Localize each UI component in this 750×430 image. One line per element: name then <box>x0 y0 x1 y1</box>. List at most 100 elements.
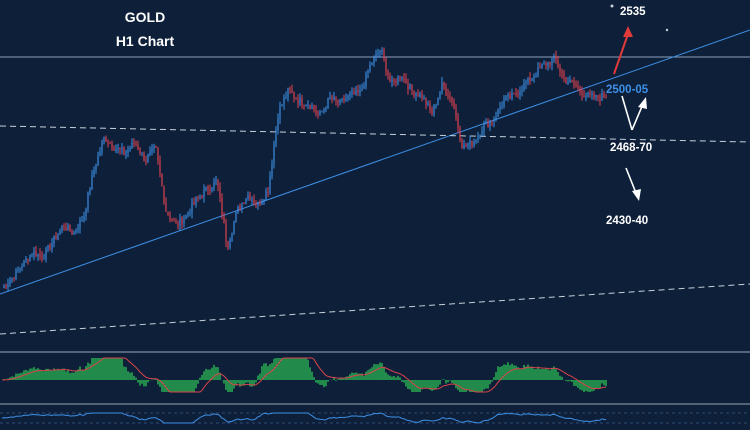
candle-body <box>483 124 485 132</box>
candle-body <box>69 225 71 232</box>
candle-body <box>155 146 157 148</box>
candle-body <box>477 135 479 141</box>
up-target-arrow <box>613 26 633 75</box>
candle-body <box>147 154 149 162</box>
candle-body <box>183 218 185 224</box>
candle-body <box>533 76 535 79</box>
candle-body <box>151 148 153 152</box>
candle-body <box>347 95 349 99</box>
candle-body <box>513 92 515 94</box>
candle-body <box>555 55 557 61</box>
candle-body <box>343 98 345 101</box>
candle-body <box>15 269 17 279</box>
candle-body <box>129 148 131 150</box>
candle-body <box>467 144 469 147</box>
candle-body <box>89 189 91 193</box>
candle-body <box>193 202 195 204</box>
candle-body <box>217 180 219 187</box>
candle-body <box>421 93 423 99</box>
candle-body <box>373 57 375 64</box>
candle-body <box>185 214 187 219</box>
candle-body <box>23 260 25 267</box>
candle-body <box>567 82 569 84</box>
candle-body <box>605 97 607 99</box>
candle-body <box>353 91 355 95</box>
candle-body <box>327 97 329 108</box>
candle-body <box>531 78 533 82</box>
candle-body <box>443 82 445 88</box>
candle-body <box>489 121 491 128</box>
candle-body <box>229 239 231 248</box>
candle-body <box>43 258 45 260</box>
chart-subtitle: H1 Chart <box>116 33 175 49</box>
candle-body <box>295 97 297 100</box>
candle-body <box>453 102 455 109</box>
candle-body <box>27 258 29 262</box>
candle-body <box>257 202 259 205</box>
candle-body <box>435 105 437 107</box>
candle-body <box>507 94 509 97</box>
candle-body <box>405 78 407 84</box>
candle-body <box>287 88 289 98</box>
candle-body <box>81 219 83 221</box>
candle-body <box>139 149 141 154</box>
candle-body <box>515 92 517 95</box>
candle-body <box>597 95 599 99</box>
candle-body <box>209 190 211 192</box>
candle-body <box>423 97 425 99</box>
candle-body <box>95 164 97 170</box>
candle-body <box>315 110 317 114</box>
candle-body <box>433 105 435 115</box>
candle-body <box>599 98 601 101</box>
candle-body <box>293 92 295 98</box>
candle-body <box>143 152 145 162</box>
candle-body <box>593 93 595 99</box>
candle-body <box>251 199 253 201</box>
candle-body <box>325 107 327 109</box>
candle-body <box>273 144 275 164</box>
candle-body <box>575 84 577 86</box>
candle-body <box>21 266 23 269</box>
candle-body <box>187 213 189 215</box>
candle-body <box>425 97 427 105</box>
candle-body <box>601 93 603 101</box>
candle-body <box>579 87 581 91</box>
candle-body <box>473 141 475 147</box>
candle-body <box>377 53 379 55</box>
candle-body <box>125 152 127 154</box>
lower-indicator-layer <box>0 412 750 424</box>
candle-body <box>25 258 27 261</box>
candle-body <box>101 142 103 152</box>
candle-body <box>189 212 191 214</box>
candle-body <box>213 181 215 189</box>
candle-body <box>415 93 417 96</box>
candle-body <box>349 93 351 96</box>
candle-body <box>469 140 471 145</box>
candle-body <box>557 60 559 68</box>
candle-body <box>371 63 373 65</box>
candle-body <box>111 143 113 149</box>
candle-body <box>527 77 529 83</box>
candle-body <box>589 92 591 95</box>
candle-body <box>449 96 451 98</box>
candle-body <box>411 84 413 91</box>
candle-body <box>49 245 51 250</box>
candle-body <box>41 255 43 260</box>
candle-body <box>215 180 217 182</box>
support-label-1: 2500-05 <box>606 84 649 96</box>
candle-body <box>503 99 505 106</box>
candle-body <box>307 104 309 106</box>
candle-body <box>393 80 395 82</box>
candle-body <box>119 147 121 150</box>
candle-body <box>71 231 73 235</box>
candle-body <box>239 206 241 210</box>
candle-body <box>361 88 363 91</box>
candle-body <box>439 92 441 99</box>
trendline-1 <box>0 29 750 295</box>
candle-body <box>105 137 107 142</box>
candle-body <box>565 77 567 84</box>
candle-body <box>51 243 53 250</box>
candle-body <box>381 49 383 51</box>
candle-body <box>165 203 167 212</box>
candle-body <box>367 71 369 74</box>
